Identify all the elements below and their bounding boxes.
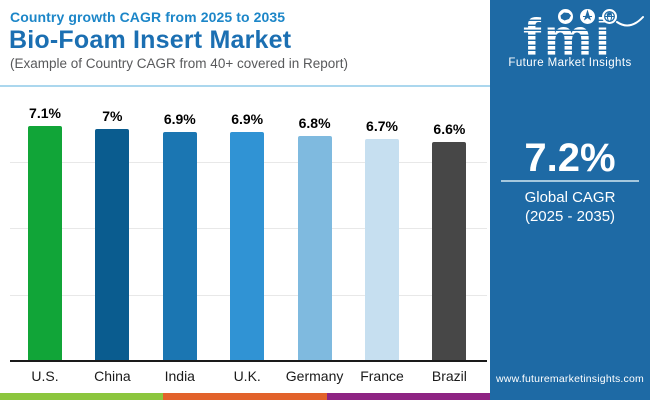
header-divider <box>0 85 490 87</box>
global-cagr-value: 7.2% <box>524 136 616 180</box>
category-label-china: China <box>94 368 131 384</box>
bar-chart: 7.1% U.S. 7% China 6.9% India 6.9% U.K. 6.8% Germ… <box>0 87 490 393</box>
bar-value-uk: 6.9% <box>231 111 264 128</box>
category-label-brazil: Brazil <box>431 368 467 384</box>
bar-france <box>365 138 399 361</box>
website-url: www.futuremarketinsights.com <box>496 373 644 385</box>
global-cagr-period: (2025 - 2035) <box>524 208 616 225</box>
bar-china <box>95 128 130 361</box>
page-title: Bio-Foam Insert Market <box>9 26 292 54</box>
category-label-us: U.S. <box>31 368 59 384</box>
footer-stripe-segment-3 <box>326 393 490 400</box>
brand-panel: fmi Future Market Insigh <box>490 0 650 400</box>
category-label-france: France <box>360 368 404 384</box>
logo-caption: Future Market Insights <box>508 57 632 69</box>
category-label-uk: U.K. <box>233 368 261 384</box>
header-subtitle: Country growth CAGR from 2025 to 2035 <box>10 9 286 25</box>
bar-value-germany: 6.8% <box>298 114 331 131</box>
footer-stripe-segment-2 <box>163 393 327 400</box>
bar-value-us: 7.1% <box>29 104 61 121</box>
bar-value-france: 6.7% <box>366 117 398 134</box>
bar-us <box>28 125 62 361</box>
category-label-india: India <box>164 368 195 384</box>
x-axis-line <box>10 360 487 362</box>
global-cagr-label: Global CAGR <box>524 189 616 206</box>
logo-swoosh <box>616 16 644 27</box>
stat-divider <box>501 180 639 182</box>
map-icon <box>558 9 573 24</box>
globe-icon <box>602 9 617 24</box>
bar-brazil <box>432 142 467 361</box>
header-note: (Example of Country CAGR from 40+ covere… <box>10 56 349 71</box>
bar-value-india: 6.9% <box>163 111 196 128</box>
bar-india <box>162 132 197 361</box>
bar-value-brazil: 6.6% <box>433 121 466 138</box>
bar-value-china: 7% <box>102 107 123 124</box>
fmi-logo: fmi <box>523 8 644 68</box>
compass-icon <box>580 9 595 24</box>
footer-stripe-segment-1 <box>0 393 164 400</box>
bar-uk <box>230 132 265 361</box>
category-label-germany: Germany <box>285 368 344 384</box>
header: Country growth CAGR from 2025 to 2035 Bi… <box>0 0 490 87</box>
bar-germany <box>297 135 332 361</box>
